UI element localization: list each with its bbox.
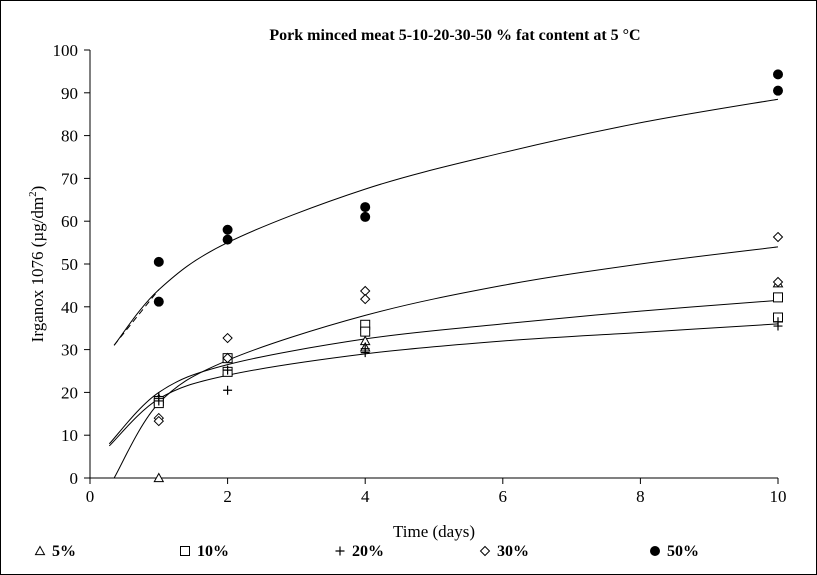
y-tick-label: 40 — [61, 298, 78, 317]
y-axis-title: Irganox 1076 (µg/dm2) — [27, 186, 47, 343]
legend-label-20%: 20% — [352, 543, 384, 560]
data-point-50% — [222, 224, 233, 235]
fit-line-50% — [113, 98, 779, 346]
y-tick-label: 20 — [61, 383, 78, 402]
y-tick-label: 50 — [61, 255, 78, 274]
data-point-20% — [223, 385, 233, 395]
fit-line-5% — [108, 299, 779, 445]
x-tick-label: 10 — [770, 487, 787, 506]
x-tick-label: 2 — [223, 487, 232, 506]
data-point-20% — [223, 365, 233, 375]
y-tick-label: 30 — [61, 341, 78, 360]
data-point-20% — [154, 396, 164, 406]
chart-title: Pork minced meat 5-10-20-30-50 % fat con… — [269, 27, 640, 44]
y-axis-title-close: ) — [28, 186, 47, 192]
x-tick-label: 0 — [86, 487, 95, 506]
data-point-30% — [222, 332, 233, 344]
legend: 5% 10% 20% 30% 50% — [34, 543, 699, 560]
x-ticks: 0 2 4 6 8 10 — [86, 478, 787, 506]
y-tick-label: 10 — [61, 426, 78, 445]
y-axis-title-main: Irganox 1076 (µg/dm — [28, 197, 47, 342]
data-point-50% — [773, 85, 783, 96]
x-tick-label: 4 — [361, 487, 370, 506]
data-point-30% — [153, 415, 165, 427]
y-ticks: 0 10 20 30 40 50 60 70 80 90 100 — [53, 41, 90, 488]
data-point-30% — [772, 231, 784, 243]
data-point-20% — [773, 317, 783, 327]
legend-marker-5% — [34, 545, 46, 556]
data-point-10% — [360, 326, 371, 337]
data-points — [153, 69, 784, 483]
y-tick-label: 60 — [61, 212, 78, 231]
y-axis-title-sup: 2 — [27, 191, 39, 197]
fit-line-dash-gap — [113, 289, 160, 346]
y-tick-label: 0 — [70, 469, 79, 488]
legend-marker-20% — [335, 546, 345, 556]
data-point-50% — [153, 296, 164, 307]
y-tick-label: 100 — [53, 41, 79, 60]
y-tick-label: 70 — [61, 169, 78, 188]
legend-label-5%: 5% — [52, 543, 76, 560]
x-tick-label: 8 — [636, 487, 645, 506]
data-point-5% — [153, 472, 165, 483]
data-point-30% — [772, 276, 784, 288]
legend-marker-30% — [479, 545, 491, 557]
y-tick-label: 80 — [61, 127, 78, 146]
data-point-50% — [773, 69, 783, 80]
data-point-50% — [153, 256, 164, 267]
data-point-50% — [222, 234, 233, 245]
data-point-10% — [773, 292, 783, 303]
data-point-20% — [360, 348, 370, 358]
data-point-50% — [360, 211, 371, 222]
legend-label-50%: 50% — [667, 543, 699, 560]
x-axis-title: Time (days) — [393, 522, 475, 541]
x-tick-label: 6 — [499, 487, 508, 506]
y-tick-label: 90 — [61, 84, 78, 103]
fit-line-20% — [108, 323, 779, 447]
data-point-50% — [360, 202, 371, 213]
legend-marker-50% — [650, 546, 660, 556]
legend-label-30%: 30% — [497, 543, 529, 560]
legend-label-10%: 10% — [197, 543, 229, 560]
data-point-30% — [222, 352, 233, 364]
data-point-30% — [359, 293, 371, 305]
legend-marker-10% — [180, 546, 190, 556]
